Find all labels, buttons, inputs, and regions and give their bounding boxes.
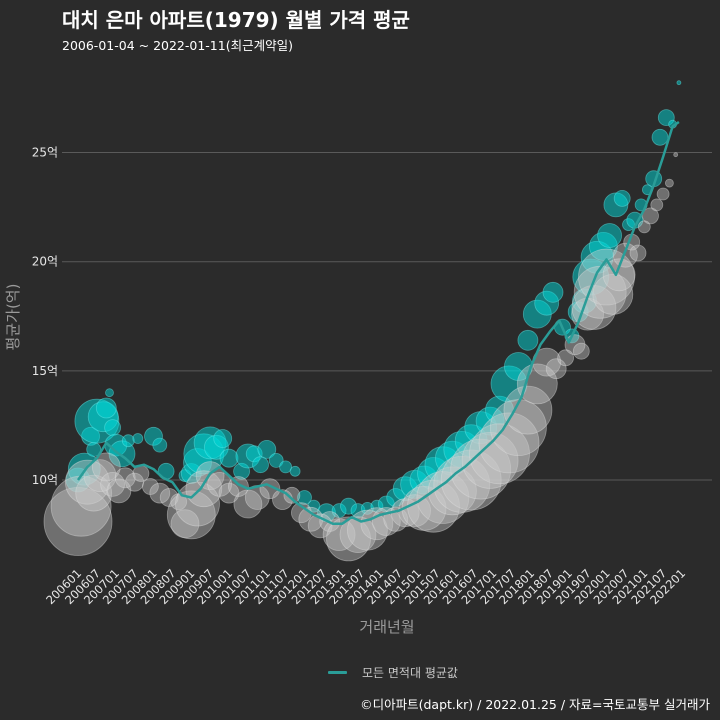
- bubble-point-gray: [114, 467, 136, 489]
- bubble-point-cyan: [219, 448, 239, 468]
- bubble-point-cyan: [252, 456, 269, 474]
- bubble-point-gray: [227, 476, 249, 497]
- bubble-point-gray: [613, 242, 638, 268]
- bubble-point-gray: [503, 385, 553, 435]
- bubble-point-cyan: [95, 397, 117, 419]
- bubble-point-cyan: [676, 80, 682, 86]
- bubble-point-gray: [170, 493, 188, 511]
- legend-line-swatch: [328, 671, 347, 674]
- bubble-point-cyan: [104, 419, 121, 437]
- legend-label: 모든 면적대 평균값: [362, 666, 458, 680]
- chart-subtitle: 2006-01-04 ~ 2022-01-11(최근계약일): [62, 38, 293, 53]
- bubble-point-gray: [637, 220, 651, 234]
- bubble-point-gray: [450, 438, 512, 500]
- average-price-line: [76, 120, 680, 525]
- bubble-point-gray: [106, 478, 132, 504]
- bubble-point-gray: [43, 487, 113, 556]
- bubble-point-cyan: [289, 465, 301, 477]
- bubble-point-cyan: [307, 499, 321, 513]
- bubble-point-gray: [572, 342, 590, 360]
- bubble-point-cyan: [517, 329, 539, 351]
- bubble-point-gray: [170, 509, 200, 539]
- bubble-point-gray: [339, 516, 377, 553]
- bubble-point-cyan: [132, 433, 144, 444]
- bubble-point-gray: [629, 244, 647, 262]
- bubble-point-cyan: [105, 388, 114, 398]
- bubble-point-gray: [433, 455, 491, 513]
- bubble-point-gray: [461, 431, 519, 489]
- bubble-point-gray: [83, 459, 117, 493]
- bubble-point-gray: [592, 273, 634, 315]
- bubble-point-gray: [656, 187, 670, 201]
- bubble-layer: [43, 80, 682, 562]
- y-tick-label: 15억: [32, 364, 58, 378]
- bubble-point-gray: [159, 488, 179, 507]
- y-tick-label: 20억: [32, 255, 58, 269]
- bubble-point-cyan: [152, 437, 168, 453]
- x-axis-title: 거래년월: [359, 618, 414, 636]
- bubble-point-gray: [469, 423, 530, 485]
- average-line-layer: [76, 120, 680, 525]
- bubble-point-gray: [427, 466, 477, 516]
- bubble-point-cyan: [279, 460, 293, 474]
- bubble-point-gray: [440, 449, 502, 511]
- bubble-point-cyan: [257, 439, 277, 459]
- bubble-point-gray: [149, 482, 171, 504]
- bubble-point-gray: [360, 507, 394, 541]
- bubble-point-gray: [175, 481, 220, 527]
- bubble-point-gray: [233, 489, 263, 519]
- bubble-point-gray: [65, 459, 110, 505]
- source-caption: ©디아파트(dapt.kr) / 2022.01.25 / 자료=국토교통부 실…: [360, 697, 710, 712]
- bubble-point-cyan: [504, 352, 533, 381]
- bubble-point-gray: [283, 486, 301, 504]
- bubble-point-cyan: [268, 452, 284, 468]
- bubble-point-gray: [100, 471, 125, 497]
- bubble-point-gray: [207, 471, 233, 497]
- bubble-point-gray: [545, 358, 567, 380]
- bubble-point-gray: [75, 474, 113, 512]
- bubble-point-gray: [673, 152, 679, 158]
- bubble-point-cyan: [613, 189, 631, 207]
- bubble-point-gray: [416, 471, 470, 524]
- bubble-point-gray: [326, 516, 371, 562]
- bubble-point-gray: [166, 490, 216, 540]
- legend: 모든 면적대 평균값: [328, 664, 458, 681]
- chart-title: 대치 은마 아파트(1979) 월별 가격 평균: [62, 8, 410, 32]
- bubble-point-gray: [185, 470, 223, 508]
- bubble-point-gray: [141, 478, 159, 495]
- bubble-point-cyan: [213, 429, 233, 448]
- y-tick-label: 25억: [32, 146, 58, 160]
- bubble-point-gray: [650, 198, 664, 212]
- bubble-point-gray: [516, 363, 558, 405]
- bubble-point-gray: [557, 349, 574, 367]
- bubble-point-gray: [490, 399, 547, 457]
- bubble-point-gray: [478, 412, 540, 474]
- bubble-point-gray: [571, 285, 617, 330]
- bubble-point-cyan: [651, 128, 669, 146]
- bubble-point-gray: [322, 518, 356, 551]
- bubble-point-cyan: [297, 490, 312, 505]
- bubble-point-gray: [642, 207, 659, 225]
- bubble-point-cyan: [542, 281, 564, 303]
- bubble-point-gray: [125, 472, 145, 492]
- bubble-point-gray: [665, 178, 674, 188]
- bubble-point-cyan: [121, 434, 135, 448]
- bubble-point-cyan: [597, 223, 622, 248]
- bubble-point-gray: [218, 482, 240, 504]
- y-tick-label: 10억: [32, 473, 58, 487]
- bubble-point-gray: [91, 452, 121, 482]
- y-axis-title: 평균가(억): [4, 284, 22, 351]
